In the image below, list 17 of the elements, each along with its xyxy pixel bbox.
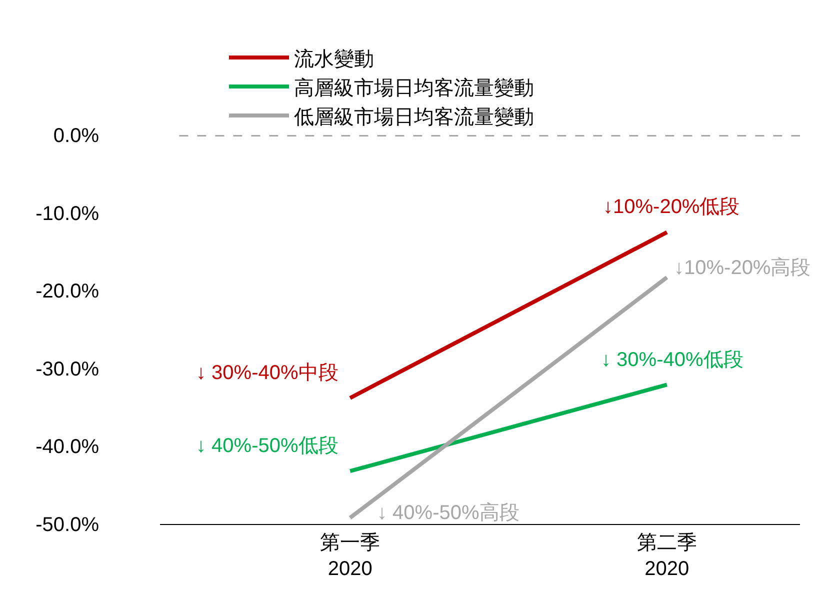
annotation: ↓ 40%-50%低段: [196, 435, 338, 457]
annotation: ↓ 40%-50%高段: [377, 501, 520, 524]
annotation: ↓10%-20%低段: [603, 196, 740, 218]
annotation: ↓ 30%-40%低段: [601, 349, 744, 371]
legend-label: 高層級市場日均客流量變動: [294, 76, 534, 100]
annotation: ↓ 30%-40%中段: [196, 362, 338, 384]
y-tick-label: -20.0%: [36, 280, 100, 303]
y-tick-label: -30.0%: [36, 358, 100, 380]
annotation: ↓10%-20%高段: [674, 256, 811, 279]
y-tick-label: -10.0%: [36, 202, 100, 225]
x-tick-label: 第一季 2020: [320, 532, 380, 580]
legend-label: 流水變動: [294, 48, 374, 70]
y-tick-label: -50.0%: [36, 514, 100, 536]
x-tick-label: 第二季 2020: [636, 532, 697, 580]
y-tick-label: -40.0%: [36, 436, 100, 458]
y-tick-label: 0.0%: [53, 125, 100, 147]
legend-label: 低層級市場日均客流量變動: [294, 106, 534, 128]
